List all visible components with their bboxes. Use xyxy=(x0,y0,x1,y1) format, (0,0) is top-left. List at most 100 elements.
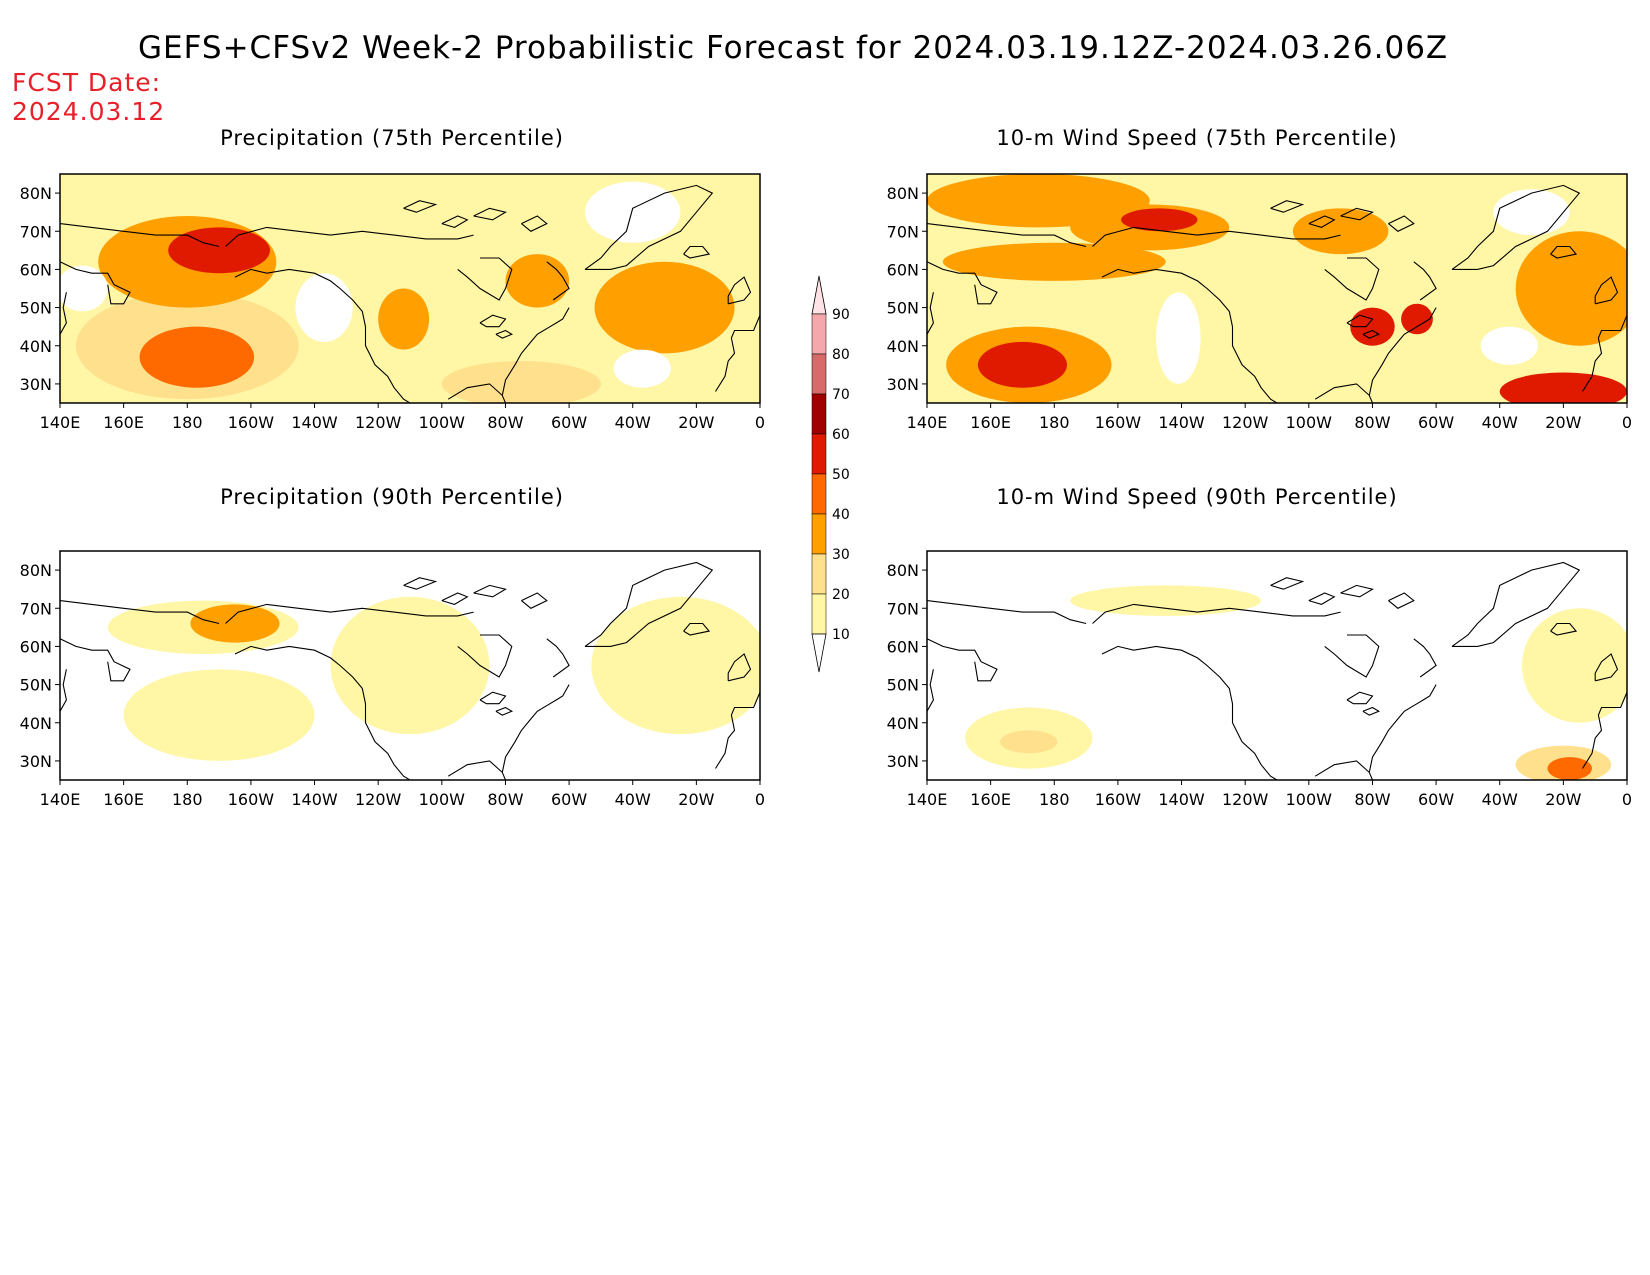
probability-region xyxy=(1522,608,1627,723)
coastline xyxy=(1594,314,1627,362)
coastline xyxy=(457,257,513,301)
coastline xyxy=(1368,307,1437,396)
lat-tick-label: 40N xyxy=(20,337,52,356)
lon-tick-label: 120W xyxy=(355,790,402,809)
lon-tick-label: 40W xyxy=(1482,413,1518,432)
map-panel-precip75: 140E 160E 180 160W 140W 120W 100W 80W 60W 40W 20W 0… xyxy=(20,173,765,432)
lon-tick-label: 60W xyxy=(551,790,587,809)
probability-region xyxy=(977,341,1067,388)
map-panel-wind90: 140E 160E 180 160W 140W 120W 100W 80W 60W 40W 20W 0… xyxy=(887,550,1632,809)
colorbar-swatch xyxy=(811,433,827,475)
lon-tick-label: 180 xyxy=(172,790,203,809)
lon-tick-label: 20W xyxy=(678,790,714,809)
lon-tick-label: 80W xyxy=(1354,790,1390,809)
lon-tick-label: 100W xyxy=(419,790,466,809)
coastline xyxy=(927,292,934,335)
lat-tick-label: 30N xyxy=(887,375,919,394)
probability-region xyxy=(942,242,1166,281)
lat-tick-label: 70N xyxy=(887,599,919,618)
lon-tick-label: 160E xyxy=(103,413,144,432)
lon-tick-label: 140E xyxy=(907,790,948,809)
lat-tick-label: 30N xyxy=(20,752,52,771)
coastline xyxy=(715,360,729,392)
lon-tick-label: 40W xyxy=(615,790,651,809)
colorbar-label: 20 xyxy=(832,587,850,603)
map-frame xyxy=(926,173,1628,404)
coastline xyxy=(1451,561,1581,647)
probability-region xyxy=(1000,730,1058,754)
lon-tick-label: 60W xyxy=(1418,790,1454,809)
colorbar-label: 30 xyxy=(832,547,850,563)
lon-tick-label: 160W xyxy=(1095,790,1142,809)
coastline xyxy=(447,383,507,403)
coastline xyxy=(1308,592,1336,605)
coastline xyxy=(1092,603,1341,624)
lon-tick-label: 40W xyxy=(1482,790,1518,809)
coastline xyxy=(1451,184,1581,270)
coastline xyxy=(1340,207,1374,221)
lon-tick-label: 160W xyxy=(228,790,275,809)
coastline xyxy=(927,261,998,305)
coastline xyxy=(1314,760,1374,780)
lat-tick-label: 60N xyxy=(887,637,919,656)
probability-region xyxy=(330,596,490,735)
lat-tick-label: 40N xyxy=(20,714,52,733)
lon-tick-label: 0 xyxy=(755,413,765,432)
coastline xyxy=(473,584,507,598)
colorbar-label: 80 xyxy=(832,347,850,363)
probability-region xyxy=(1070,585,1262,616)
coastline xyxy=(1594,276,1619,305)
low-probability-region xyxy=(1480,326,1538,365)
probability-region xyxy=(594,261,735,354)
lat-tick-label: 50N xyxy=(20,299,52,318)
lon-tick-label: 0 xyxy=(1622,790,1632,809)
lat-tick-label: 80N xyxy=(20,184,52,203)
probability-region xyxy=(1515,231,1627,346)
probability-region xyxy=(1499,372,1627,403)
lat-tick-label: 50N xyxy=(887,299,919,318)
low-probability-region xyxy=(60,265,108,312)
lat-tick-label: 40N xyxy=(887,714,919,733)
lon-tick-label: 140W xyxy=(1158,790,1205,809)
coastline xyxy=(683,245,711,259)
probability-region xyxy=(190,604,280,643)
coastline xyxy=(927,669,934,712)
colorbar-swatch xyxy=(811,353,827,395)
coastline xyxy=(473,207,507,221)
lat-tick-label: 50N xyxy=(20,676,52,695)
coastline xyxy=(1092,226,1341,247)
coastline xyxy=(1388,215,1415,232)
coastline xyxy=(1594,653,1619,682)
low-probability-region xyxy=(613,349,671,388)
coastline xyxy=(1101,645,1278,780)
lon-tick-label: 120W xyxy=(1222,413,1269,432)
coastline xyxy=(546,261,570,301)
colorbar-label: 40 xyxy=(832,507,850,523)
coastline xyxy=(727,276,752,305)
lat-tick-label: 70N xyxy=(20,222,52,241)
coastline xyxy=(1362,706,1381,716)
coastline xyxy=(441,592,469,605)
coastline xyxy=(1582,737,1596,769)
coastlines xyxy=(60,184,760,403)
colorbar-swatch xyxy=(811,275,827,315)
lon-tick-label: 20W xyxy=(678,413,714,432)
figure-title: GEFS+CFSv2 Week-2 Probabilistic Forecast… xyxy=(138,30,1449,66)
colorbar-swatch xyxy=(811,313,827,355)
probability-region xyxy=(1350,307,1395,346)
probability-region xyxy=(1121,208,1198,232)
coastline xyxy=(1550,245,1578,259)
lon-tick-label: 180 xyxy=(1039,790,1070,809)
lat-tick-label: 80N xyxy=(887,561,919,580)
lon-tick-label: 140E xyxy=(40,413,81,432)
forecast-date-label: FCST Date: 2024.03.12 xyxy=(12,68,165,126)
fcst-date-caption: FCST Date: xyxy=(12,68,162,97)
lon-tick-label: 160E xyxy=(970,413,1011,432)
coastline xyxy=(1340,584,1374,598)
coastline xyxy=(727,653,752,682)
coastline xyxy=(546,638,570,678)
lon-tick-label: 140W xyxy=(291,413,338,432)
coastline xyxy=(584,561,714,647)
coastline xyxy=(1308,215,1336,228)
probability-region xyxy=(441,361,601,403)
